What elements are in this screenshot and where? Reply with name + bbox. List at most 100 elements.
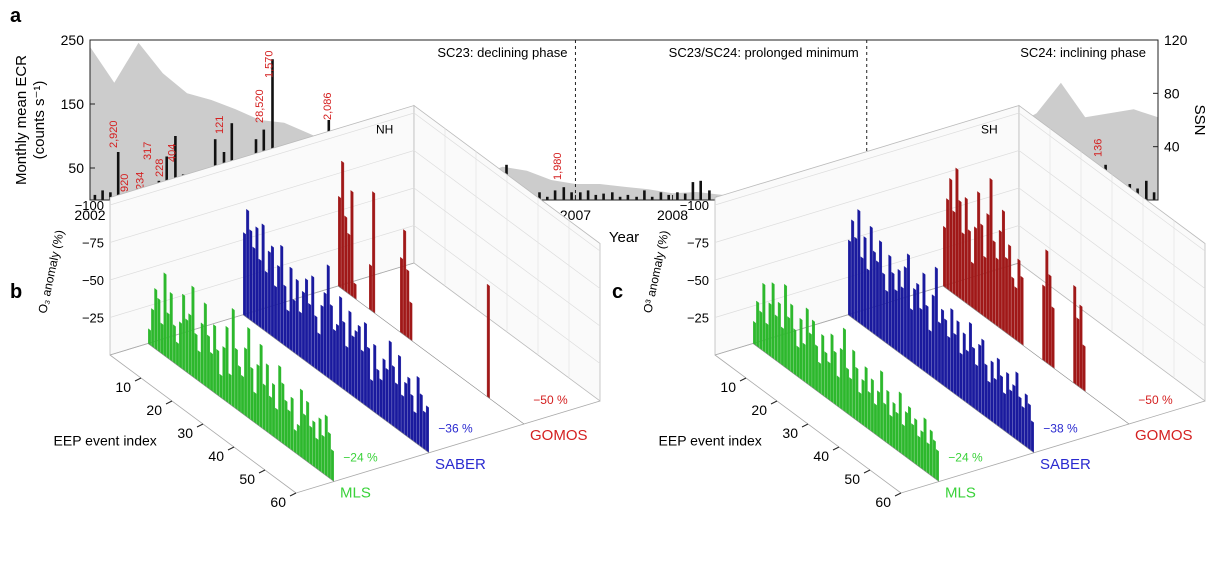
anomaly-bar-saber: [975, 363, 979, 412]
y-tick-label: 150: [61, 96, 85, 112]
anomaly-bar-saber: [360, 349, 364, 405]
anomaly-bar-mls: [191, 285, 195, 379]
anomaly-bar-saber: [872, 250, 876, 336]
anomaly-bar-mls: [303, 413, 306, 462]
anomaly-bar-saber: [876, 260, 879, 338]
anomaly-bar-saber: [308, 302, 312, 366]
anomaly-bar-gomos: [1051, 306, 1055, 370]
anomaly-bar-mls: [880, 370, 884, 441]
anomaly-bar-gomos: [967, 229, 971, 307]
anomaly-bar-mls: [306, 400, 310, 464]
anomaly-bar-saber: [888, 254, 892, 348]
anomaly-bar-mls: [812, 319, 815, 390]
ecr-annotation: 317: [142, 142, 154, 160]
x-tick-label: 10: [720, 379, 736, 395]
anomaly-bar-saber: [289, 266, 293, 352]
anomaly-bar-saber: [848, 239, 851, 318]
anomaly-bar-saber: [317, 332, 321, 373]
ecr-bar: [635, 196, 638, 200]
anomaly-bar-saber: [320, 304, 324, 375]
anomaly-bar-gomos: [989, 177, 993, 324]
anomaly-bar-saber: [956, 320, 960, 398]
ecr-annotation: 1,980: [552, 152, 564, 180]
anomaly-bar-saber: [1003, 392, 1006, 433]
instrument-label: MLS: [945, 485, 976, 502]
anomaly-bar-mls: [321, 434, 325, 475]
anomaly-bar-mls: [309, 425, 313, 466]
anomaly-bar-mls: [908, 405, 911, 462]
anomaly-bar-gomos: [995, 257, 999, 328]
anomaly-bar-mls: [861, 378, 865, 427]
anomaly-bar-mls: [802, 342, 806, 383]
x-axis-title: EEP event index: [54, 432, 157, 448]
anomaly-bar-mls: [300, 388, 303, 459]
anomaly-bar-saber: [286, 309, 290, 350]
anomaly-bar-mls: [315, 437, 319, 471]
anomaly-bar-mls: [771, 282, 775, 360]
anomaly-bar-mls: [200, 322, 204, 386]
z-tick-label: −25: [687, 311, 709, 326]
anomaly-bar-saber: [298, 311, 302, 359]
anomaly-bar-mls: [833, 350, 837, 406]
anomaly-bar-mls: [188, 313, 192, 376]
anomaly-bar-mls: [914, 417, 918, 466]
anomaly-bar-mls: [265, 363, 269, 434]
ecr-bar: [594, 194, 598, 200]
anomaly-bar-saber: [277, 264, 281, 343]
anomaly-bar-saber: [919, 307, 923, 371]
anomaly-bar-mls: [234, 347, 238, 411]
anomaly-bar-mls: [231, 307, 235, 409]
panel-b-chart: −100 −75 −50 −25 O₃ anomaly (%) 10 20 30 40 50 60 E…: [35, 104, 601, 510]
z-tick-label: −50: [687, 273, 709, 288]
y-axis-title-line: (counts s⁻¹): [31, 81, 48, 160]
anomaly-bar-mls: [312, 420, 316, 468]
y2-tick-label: 120: [1164, 32, 1188, 48]
anomaly-bar-saber: [354, 329, 358, 400]
ecr-annotation: 228: [154, 159, 166, 177]
x-tick: [196, 423, 204, 428]
anomaly-bar-saber: [305, 278, 308, 364]
y2-tick-label: 40: [1164, 139, 1180, 155]
y-tick-label: 50: [68, 160, 84, 176]
anomaly-bar-mls: [793, 328, 797, 376]
panel-a-frame: [89, 39, 1159, 201]
anomaly-bar-gomos: [406, 268, 410, 340]
anomaly-bar-mls: [827, 360, 831, 402]
row-baseline: [242, 314, 430, 453]
anomaly-bar-mls: [275, 407, 279, 441]
anomaly-bar-mls: [293, 428, 297, 455]
anomaly-bar-mls: [936, 448, 939, 482]
anomaly-bar-gomos: [344, 215, 348, 294]
instrument-label: SABER: [435, 456, 486, 473]
x-tick-label: 2002: [74, 207, 105, 223]
x-tick: [894, 492, 902, 497]
anomaly-bar-mls: [895, 411, 899, 452]
ecr-bar: [109, 192, 112, 200]
anomaly-bar-gomos: [955, 167, 959, 298]
anomaly-bar-saber: [981, 338, 985, 417]
anomaly-bar-saber: [348, 310, 352, 396]
mean-anomaly-label: −50 %: [1138, 393, 1173, 407]
y2-tick-label: 80: [1164, 85, 1180, 101]
anomaly-bar-mls: [197, 350, 201, 383]
mean-anomaly-label: −24 %: [948, 450, 983, 464]
anomaly-bar-gomos: [977, 191, 981, 314]
anomaly-bar-saber: [857, 209, 861, 325]
anomaly-bar-mls: [790, 303, 794, 374]
anomaly-bar-saber: [410, 393, 414, 442]
anomaly-bar-gomos: [347, 232, 351, 296]
instrument-label: SABER: [1040, 456, 1091, 473]
x-tick-label: 20: [146, 402, 162, 418]
ecr-bar: [93, 194, 97, 200]
row-baseline: [337, 285, 525, 425]
anomaly-bar-saber: [422, 410, 426, 451]
ecr-bar: [650, 196, 654, 200]
x-tick-label: 2008: [657, 207, 688, 223]
anomaly-bar-mls: [774, 314, 778, 363]
anomaly-bar-mls: [222, 345, 226, 402]
anomaly-bar-saber: [1024, 393, 1028, 449]
anomaly-bar-mls: [799, 317, 803, 381]
ecr-annotation: 2,086: [322, 92, 334, 120]
x-tick-label: 50: [239, 471, 255, 487]
x-tick-label: 50: [844, 471, 860, 487]
